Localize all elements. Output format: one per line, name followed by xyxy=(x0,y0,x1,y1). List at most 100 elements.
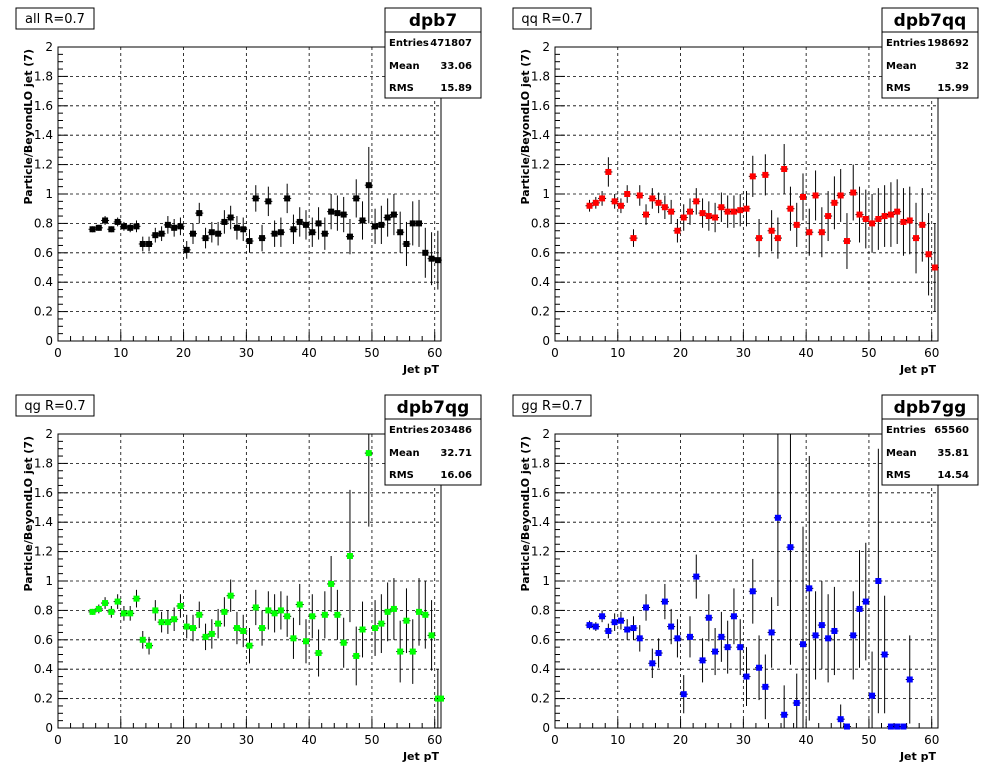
data-point xyxy=(290,226,297,233)
x-axis-label: Jet pT xyxy=(899,363,937,376)
data-point xyxy=(334,611,341,618)
data-point xyxy=(227,214,234,221)
y-tick-label: 0.2 xyxy=(34,692,53,706)
data-point xyxy=(611,619,618,626)
y-tick-label: 1.6 xyxy=(531,486,550,500)
stats-rms-label: RMS xyxy=(886,470,911,481)
x-tick-label: 60 xyxy=(427,346,442,360)
data-point xyxy=(712,214,719,221)
data-point xyxy=(108,608,115,615)
data-point xyxy=(643,604,650,611)
data-point xyxy=(416,220,423,227)
y-tick-label: 0.8 xyxy=(34,216,53,230)
chart-panel-4: 0 10 20 30 40 50 60 0 0.2 0.4 0.6 0.8 1 1.2 1.4 1.6 1.8 2… xyxy=(512,394,979,763)
data-point xyxy=(409,648,416,655)
stats-entries-value: 203486 xyxy=(430,425,472,436)
y-tick-label: 1.6 xyxy=(34,486,53,500)
y-tick-label: 1.2 xyxy=(34,545,53,559)
data-point xyxy=(438,695,444,702)
data-point xyxy=(259,235,266,242)
data-point xyxy=(321,230,328,237)
data-point xyxy=(171,224,178,231)
data-point xyxy=(774,514,781,521)
axis-ticks xyxy=(57,433,436,729)
data-point xyxy=(875,215,882,222)
panel-title-box: gg R=0.7 xyxy=(512,394,592,417)
data-point xyxy=(856,211,863,218)
data-series xyxy=(88,146,442,290)
data-point xyxy=(743,205,750,212)
data-point xyxy=(630,625,637,632)
data-point xyxy=(862,215,869,222)
data-point xyxy=(643,211,650,218)
data-point xyxy=(409,220,416,227)
data-point xyxy=(290,635,297,642)
data-point xyxy=(906,217,913,224)
data-point xyxy=(196,210,203,217)
data-point xyxy=(139,636,146,643)
stats-entries-value: 198692 xyxy=(927,38,969,49)
data-point xyxy=(328,208,335,215)
chart-panel-1: 0 10 20 30 40 50 60 0 0.2 0.4 0.6 0.8 1 1.2 1.4 1.6 1.8 2… xyxy=(15,7,482,376)
data-point xyxy=(737,207,744,214)
x-axis-label: Jet pT xyxy=(402,750,440,763)
y-tick-label: 0.6 xyxy=(34,633,53,647)
data-point xyxy=(372,223,379,230)
data-point xyxy=(906,676,913,683)
x-tick-label: 10 xyxy=(610,346,625,360)
stats-entries-value: 65560 xyxy=(934,425,969,436)
data-point xyxy=(233,224,240,231)
data-point xyxy=(730,613,737,620)
y-tick-label: 1 xyxy=(45,187,53,201)
data-point xyxy=(586,622,593,629)
y-tick-label: 1.4 xyxy=(34,515,53,529)
y-axis-label: Particle/BeyondLO jet (7) xyxy=(22,49,35,205)
data-point xyxy=(812,192,819,199)
data-point xyxy=(724,208,731,215)
stats-mean-label: Mean xyxy=(389,448,420,459)
data-point xyxy=(403,617,410,624)
data-point xyxy=(102,600,109,607)
data-point xyxy=(397,648,404,655)
data-point xyxy=(862,598,869,605)
x-tick-label: 10 xyxy=(113,346,128,360)
data-point xyxy=(831,199,838,206)
y-tick-label: 1.8 xyxy=(531,456,550,470)
data-point xyxy=(240,627,247,634)
data-point xyxy=(818,622,825,629)
panel-title: qg R=0.7 xyxy=(24,399,85,414)
data-point xyxy=(743,673,750,680)
data-point xyxy=(881,213,888,220)
data-point xyxy=(617,202,624,209)
y-tick-label: 0.4 xyxy=(34,275,53,289)
data-point xyxy=(164,221,171,228)
x-tick-label: 0 xyxy=(551,733,559,747)
title-box-frame xyxy=(15,394,95,417)
data-point xyxy=(353,195,360,202)
data-point xyxy=(89,226,96,233)
data-point xyxy=(756,235,763,242)
data-series xyxy=(585,144,939,312)
data-point xyxy=(384,608,391,615)
data-point xyxy=(749,173,756,180)
data-point xyxy=(114,598,121,605)
data-series xyxy=(88,434,445,728)
data-point xyxy=(592,623,599,630)
data-point xyxy=(277,229,284,236)
data-point xyxy=(636,635,643,642)
data-point xyxy=(680,691,687,698)
x-tick-label: 20 xyxy=(673,346,688,360)
stats-entries-label: Entries xyxy=(389,38,429,49)
data-point xyxy=(359,626,366,633)
chart-panel-3: 0 10 20 30 40 50 60 0 0.2 0.4 0.6 0.8 1 1.2 1.4 1.6 1.8 2… xyxy=(15,394,482,763)
x-tick-label: 30 xyxy=(239,733,254,747)
y-tick-label: 1.6 xyxy=(34,99,53,113)
data-point xyxy=(668,623,675,630)
data-point xyxy=(881,651,888,658)
y-tick-label: 1.4 xyxy=(531,515,550,529)
data-point xyxy=(774,235,781,242)
data-point xyxy=(221,218,228,225)
data-point xyxy=(919,221,926,228)
data-point xyxy=(334,210,341,217)
data-point xyxy=(365,182,372,189)
